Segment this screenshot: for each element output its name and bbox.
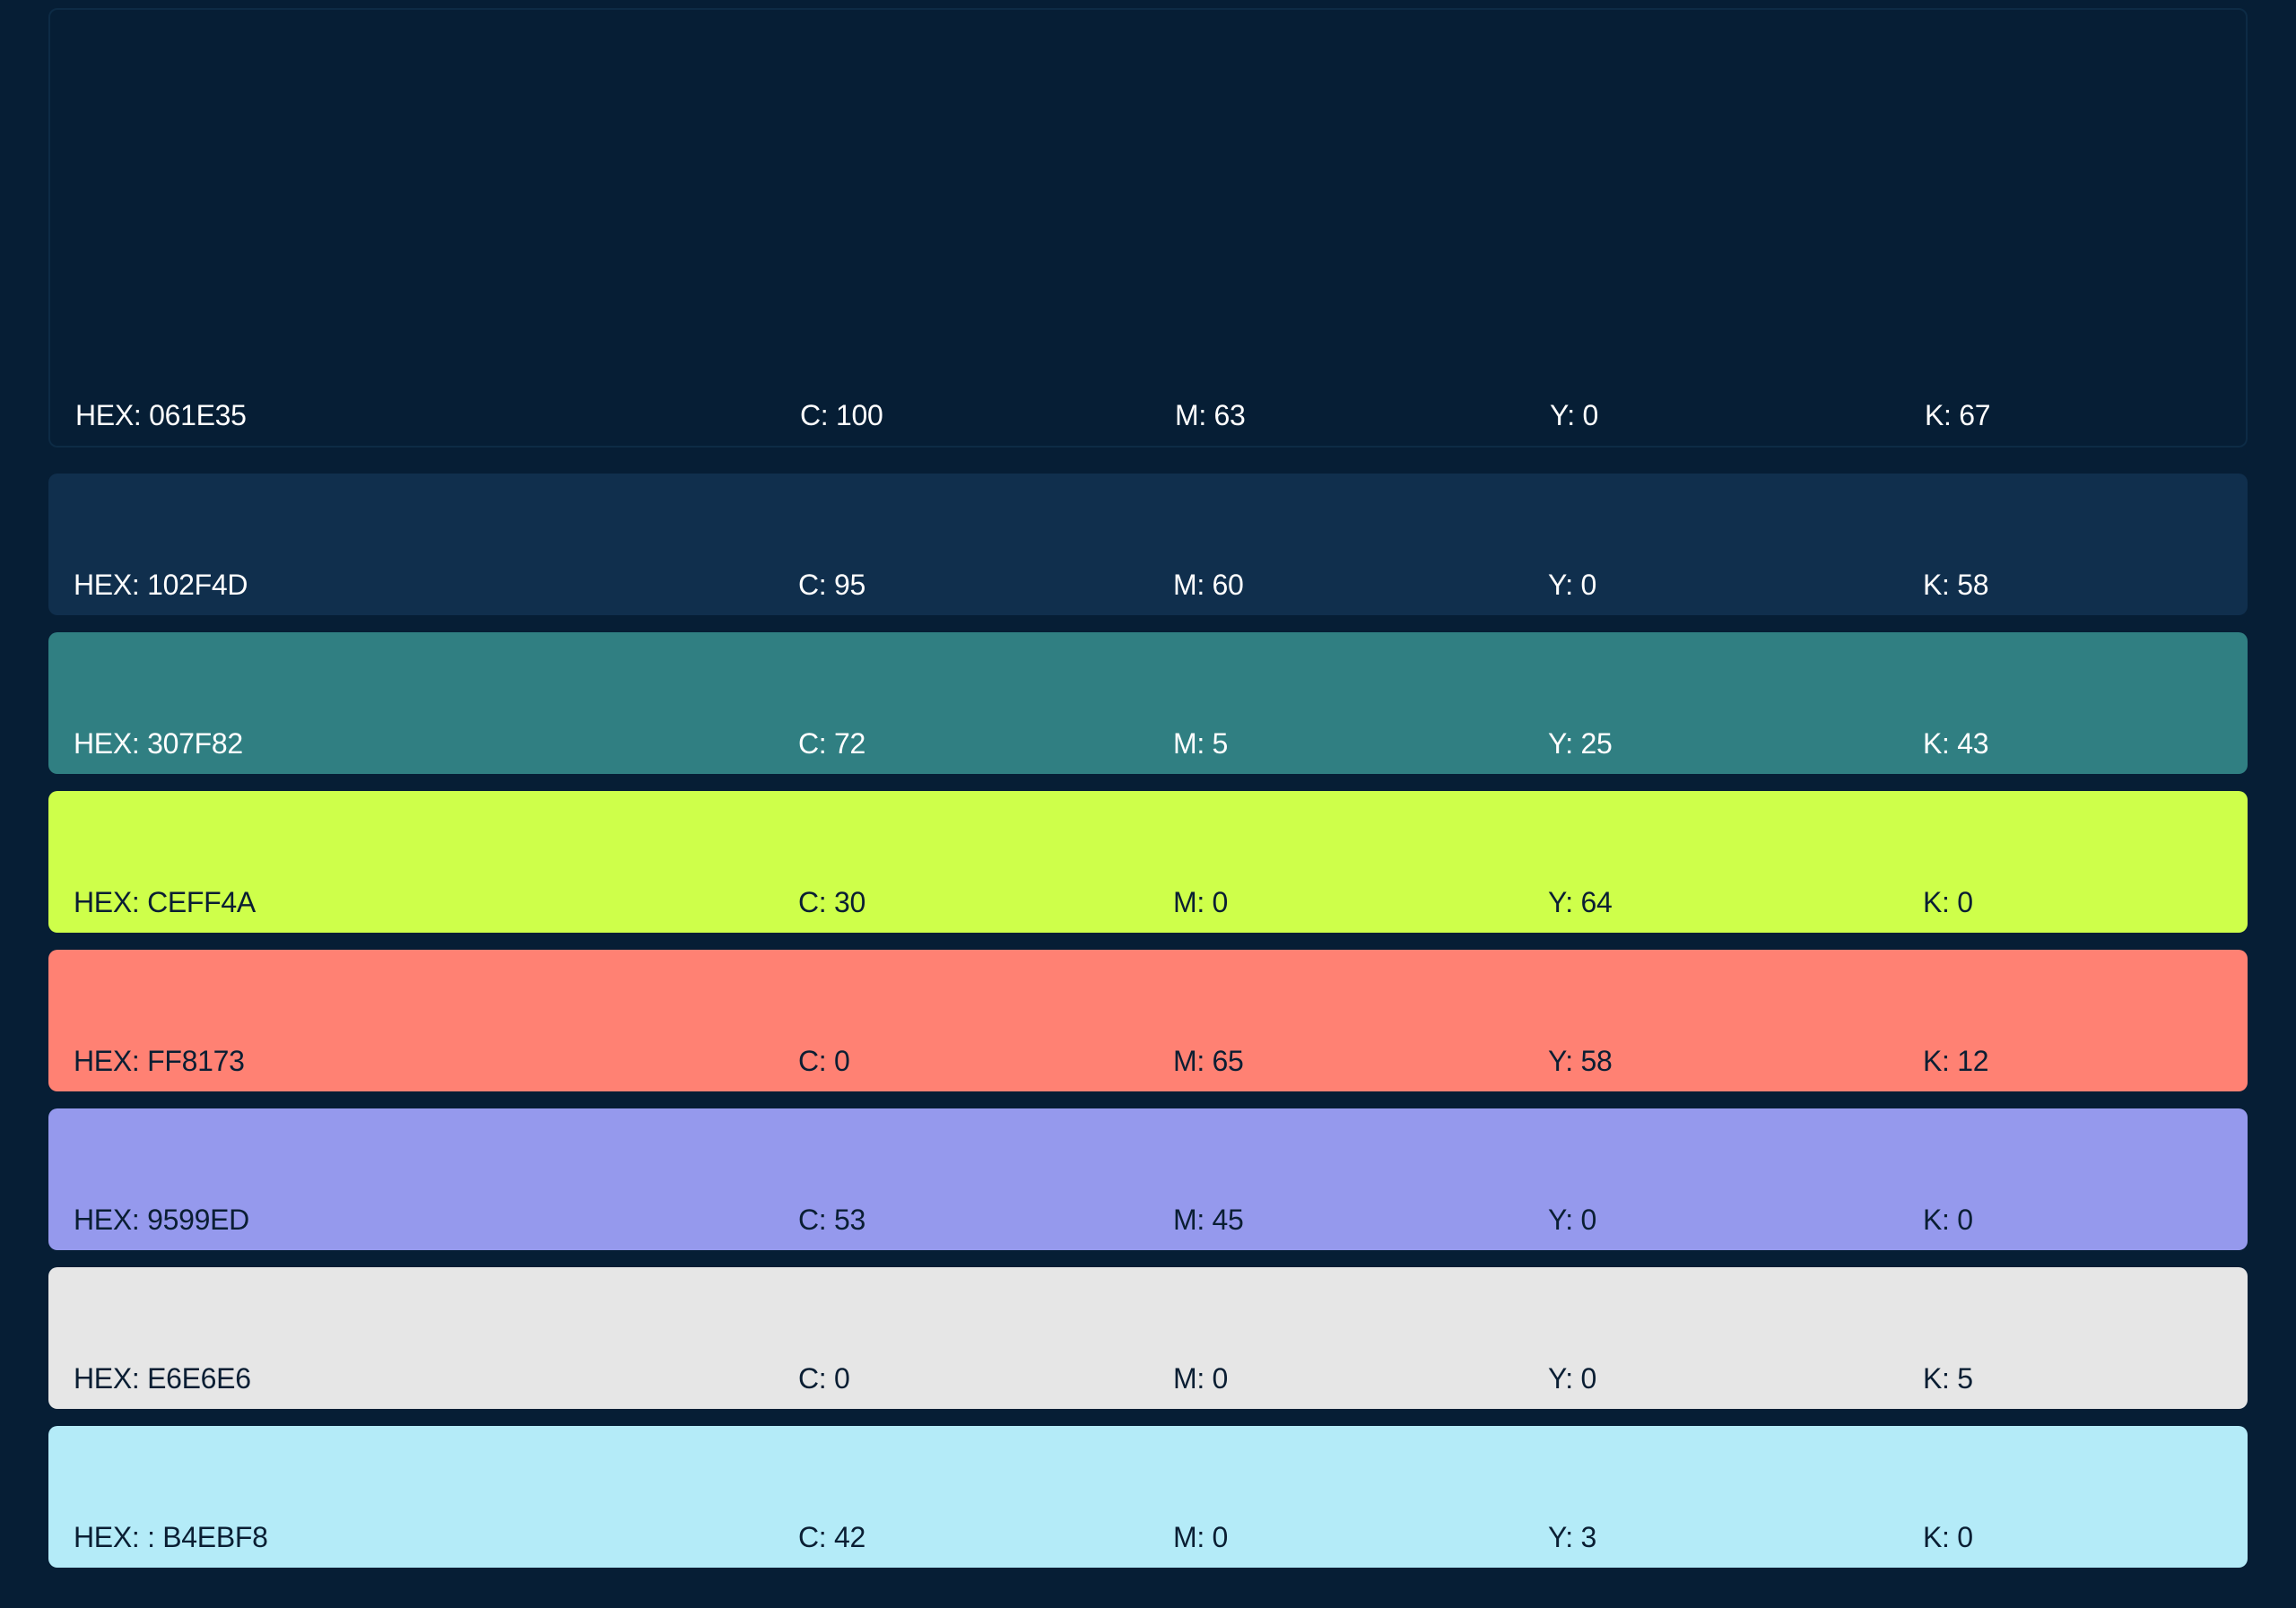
swatch-307f82: HEX: 307F82 C: 72 M: 5 Y: 25 K: 43 — [48, 632, 2248, 774]
swatch-ceff4a: HEX: CEFF4A C: 30 M: 0 Y: 64 K: 0 — [48, 791, 2248, 933]
hex-value: HEX: 9599ED — [74, 1204, 249, 1236]
cmyk-magenta: M: 65 — [1173, 1045, 1244, 1077]
cmyk-magenta: M: 0 — [1173, 1362, 1229, 1395]
cmyk-cyan: C: 0 — [798, 1045, 850, 1077]
cmyk-cyan: C: 100 — [800, 399, 883, 431]
cmyk-yellow: Y: 0 — [1548, 1362, 1596, 1395]
swatch-info: HEX: CEFF4A C: 30 M: 0 Y: 64 K: 0 — [74, 884, 2248, 920]
cmyk-key: K: 5 — [1923, 1362, 1973, 1395]
cmyk-magenta: M: 63 — [1175, 399, 1246, 431]
swatch-info: HEX: 102F4D C: 95 M: 60 Y: 0 K: 58 — [74, 567, 2248, 603]
cmyk-magenta: M: 0 — [1173, 886, 1229, 918]
hex-value: HEX: 102F4D — [74, 569, 248, 601]
cmyk-yellow: Y: 58 — [1548, 1045, 1613, 1077]
cmyk-key: K: 43 — [1923, 727, 1989, 760]
cmyk-key: K: 0 — [1923, 1521, 1973, 1553]
cmyk-yellow: Y: 64 — [1548, 886, 1613, 918]
cmyk-key: K: 0 — [1923, 1204, 1973, 1236]
swatch-info: HEX: E6E6E6 C: 0 M: 0 Y: 0 K: 5 — [74, 1360, 2248, 1396]
cmyk-cyan: C: 30 — [798, 886, 865, 918]
cmyk-yellow: Y: 0 — [1548, 569, 1596, 601]
swatch-b4ebf8: HEX: : B4EBF8 C: 42 M: 0 Y: 3 K: 0 — [48, 1426, 2248, 1568]
cmyk-cyan: C: 53 — [798, 1204, 865, 1236]
hex-value: HEX: FF8173 — [74, 1045, 245, 1077]
swatch-info: HEX: : B4EBF8 C: 42 M: 0 Y: 3 K: 0 — [74, 1519, 2248, 1555]
hex-value: HEX: E6E6E6 — [74, 1362, 251, 1395]
swatch-info: HEX: 061E35 C: 100 M: 63 Y: 0 K: 67 — [75, 397, 2246, 433]
cmyk-magenta: M: 0 — [1173, 1521, 1229, 1553]
swatch-info: HEX: 9599ED C: 53 M: 45 Y: 0 K: 0 — [74, 1202, 2248, 1238]
cmyk-key: K: 67 — [1925, 399, 1991, 431]
cmyk-key: K: 58 — [1923, 569, 1989, 601]
hex-value: HEX: 061E35 — [75, 399, 247, 431]
cmyk-yellow: Y: 0 — [1548, 1204, 1596, 1236]
cmyk-yellow: Y: 0 — [1550, 399, 1598, 431]
swatch-061e35: HEX: 061E35 C: 100 M: 63 Y: 0 K: 67 — [48, 8, 2248, 448]
cmyk-cyan: C: 72 — [798, 727, 865, 760]
cmyk-cyan: C: 42 — [798, 1521, 865, 1553]
cmyk-magenta: M: 5 — [1173, 727, 1229, 760]
swatch-9599ed: HEX: 9599ED C: 53 M: 45 Y: 0 K: 0 — [48, 1108, 2248, 1250]
cmyk-key: K: 12 — [1923, 1045, 1989, 1077]
cmyk-magenta: M: 45 — [1173, 1204, 1244, 1236]
cmyk-cyan: C: 95 — [798, 569, 865, 601]
hex-value: HEX: CEFF4A — [74, 886, 256, 918]
cmyk-key: K: 0 — [1923, 886, 1973, 918]
cmyk-cyan: C: 0 — [798, 1362, 850, 1395]
swatch-e6e6e6: HEX: E6E6E6 C: 0 M: 0 Y: 0 K: 5 — [48, 1267, 2248, 1409]
swatch-info: HEX: FF8173 C: 0 M: 65 Y: 58 K: 12 — [74, 1043, 2248, 1079]
color-palette: HEX: 061E35 C: 100 M: 63 Y: 0 K: 67 HEX:… — [48, 8, 2248, 1568]
cmyk-yellow: Y: 3 — [1548, 1521, 1596, 1553]
cmyk-yellow: Y: 25 — [1548, 727, 1613, 760]
swatch-info: HEX: 307F82 C: 72 M: 5 Y: 25 K: 43 — [74, 726, 2248, 761]
cmyk-magenta: M: 60 — [1173, 569, 1244, 601]
hex-value: HEX: : B4EBF8 — [74, 1521, 268, 1553]
swatch-102f4d: HEX: 102F4D C: 95 M: 60 Y: 0 K: 58 — [48, 474, 2248, 615]
swatch-ff8173: HEX: FF8173 C: 0 M: 65 Y: 58 K: 12 — [48, 950, 2248, 1091]
hex-value: HEX: 307F82 — [74, 727, 243, 760]
